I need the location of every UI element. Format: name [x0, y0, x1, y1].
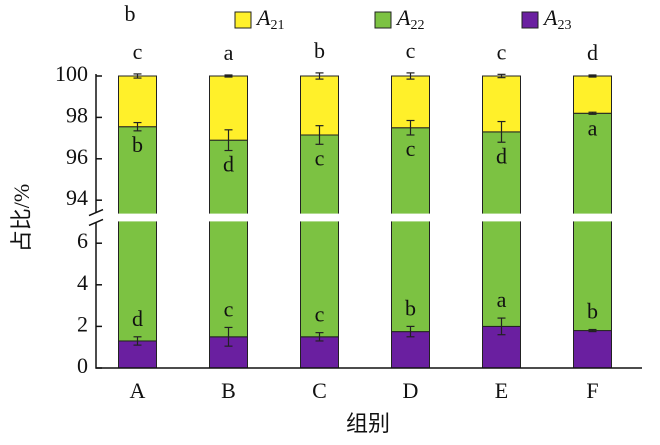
significance-label: d — [587, 40, 598, 65]
error-bar — [497, 120, 506, 143]
y-tick-label: 98 — [66, 102, 88, 127]
significance-label: c — [315, 145, 325, 170]
error-bar — [224, 326, 233, 347]
significance-label: c — [406, 38, 416, 63]
y-tick-label: 6 — [77, 228, 88, 253]
y-tick-label: 0 — [77, 353, 88, 378]
significance-label: d — [132, 306, 143, 331]
error-bar — [497, 317, 506, 336]
significance-label: c — [497, 39, 507, 64]
error-bar — [133, 336, 142, 346]
bar-segment — [118, 75, 157, 128]
x-tick-label: C — [312, 378, 327, 403]
error-bar — [224, 74, 233, 78]
significance-label: d — [496, 143, 507, 168]
error-bar — [133, 121, 142, 132]
legend-label: A21 — [255, 5, 284, 33]
axis-break-mark — [88, 208, 104, 227]
error-bar — [315, 125, 324, 145]
legend-swatch — [374, 11, 392, 29]
bar-segment — [118, 126, 157, 342]
error-bar — [406, 72, 415, 80]
significance-label: d — [223, 152, 234, 177]
significance-label: b — [405, 295, 416, 320]
error-bar — [315, 332, 324, 342]
legend-swatch — [234, 11, 252, 29]
x-tick-label: D — [403, 378, 419, 403]
error-bar — [588, 74, 597, 78]
x-tick-label: B — [221, 378, 236, 403]
legend-swatch — [521, 11, 539, 29]
y-axis-label: 占比/% — [9, 184, 34, 252]
significance-label: c — [133, 39, 143, 64]
x-tick-label: A — [130, 378, 146, 403]
significance-label: a — [588, 115, 598, 140]
bar-segment — [573, 75, 612, 114]
bar-segment — [482, 131, 521, 327]
legend-label: A23 — [542, 5, 571, 33]
y-tick-label: 94 — [66, 185, 88, 210]
error-bar — [406, 325, 415, 338]
error-bar — [224, 129, 233, 152]
bar-segment — [573, 330, 612, 369]
x-axis-label: 组别 — [346, 411, 390, 436]
significance-label: c — [224, 296, 234, 321]
panel-label: b — [125, 1, 136, 26]
significance-label: a — [497, 287, 507, 312]
significance-label: b — [314, 38, 325, 63]
significance-label: b — [587, 299, 598, 324]
significance-label: b — [132, 132, 143, 157]
significance-label: a — [224, 40, 234, 65]
significance-label: c — [315, 302, 325, 327]
error-bar — [406, 119, 415, 136]
error-bar — [588, 328, 597, 333]
y-tick-label: 96 — [66, 144, 88, 169]
error-bar — [497, 73, 506, 79]
error-bar — [133, 73, 142, 79]
error-bar — [315, 72, 324, 80]
y-tick-label: 100 — [55, 61, 88, 86]
x-tick-label: E — [495, 378, 508, 403]
bar-segment — [573, 112, 612, 332]
bar-segment — [391, 331, 430, 369]
significance-label: c — [406, 136, 416, 161]
axis-break-band — [86, 213, 652, 222]
error-bar — [588, 111, 597, 115]
legend-label: A22 — [395, 5, 424, 33]
x-tick-label: F — [586, 378, 598, 403]
bar-segment — [300, 134, 339, 338]
y-tick-label: 2 — [77, 311, 88, 336]
y-tick-label: 4 — [77, 270, 88, 295]
